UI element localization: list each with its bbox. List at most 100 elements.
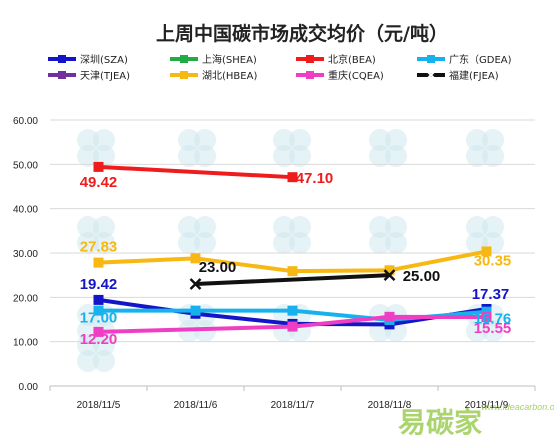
legend-label: 福建(FJEA) — [449, 69, 499, 82]
watermark-dot — [178, 216, 200, 238]
watermark-dot — [273, 232, 295, 254]
watermark-logo — [178, 129, 216, 167]
watermark-logo — [466, 129, 504, 167]
data-point — [481, 306, 492, 317]
data-point — [287, 172, 298, 183]
watermark-dot — [194, 216, 216, 238]
legend-entry: 上海(SHEA) — [170, 53, 257, 66]
watermark-dot — [178, 232, 200, 254]
watermark-brand: 易碳家 — [398, 406, 482, 439]
series-6 — [93, 311, 492, 337]
watermark-dot — [369, 216, 391, 238]
data-label: 47.10 — [296, 170, 334, 187]
watermark-dot — [178, 129, 200, 151]
watermark-dot — [289, 216, 311, 238]
data-point — [190, 253, 201, 264]
legend-entry: 福建(FJEA) — [417, 69, 499, 82]
watermark-dot — [194, 232, 216, 254]
watermark-url: www.ideacarbon.org — [481, 402, 554, 412]
data-point — [383, 269, 396, 282]
watermark-dot — [482, 216, 504, 238]
legend-label: 天津(TJEA) — [80, 70, 130, 82]
watermark-dot — [466, 145, 488, 167]
data-point — [481, 246, 492, 257]
data-point — [287, 305, 298, 316]
x-tick-label: 2018/11/5 — [77, 400, 121, 411]
x-tick-label: 2018/11/7 — [271, 400, 315, 411]
data-label: 25.00 — [403, 268, 441, 285]
watermark-dot — [93, 216, 115, 238]
legend-entry: 北京(BEA) — [296, 53, 376, 66]
legend-label: 上海(SHEA) — [202, 53, 257, 66]
data-label: 23.00 — [199, 259, 237, 276]
legend: 深圳(SZA) 上海(SHEA) 北京(BEA) 广东（GDEA) 天津(TJEA) 湖北… — [48, 53, 512, 82]
legend-label: 重庆(CQEA) — [328, 69, 384, 82]
watermark-dot — [77, 129, 99, 151]
watermark-logo — [178, 216, 216, 254]
watermark-logo — [273, 129, 311, 167]
data-point — [93, 326, 104, 337]
watermark-dot — [77, 216, 99, 238]
data-point — [93, 257, 104, 268]
watermark-dot — [273, 216, 295, 238]
watermark-dot — [466, 129, 488, 151]
legend-entry: 湖北(HBEA) — [170, 70, 257, 82]
data-label: 17.00 — [80, 310, 118, 327]
series-2 — [93, 161, 298, 183]
x-tick-label: 2018/11/8 — [368, 400, 412, 411]
watermark-dot — [93, 232, 115, 254]
watermark-dot — [369, 129, 391, 151]
watermark-dot — [77, 350, 99, 372]
series-line — [195, 273, 390, 287]
data-label: 16.76 — [474, 311, 512, 328]
y-tick-label: 60.00 — [13, 116, 38, 127]
watermark-dot — [77, 232, 99, 254]
watermark-dot — [466, 320, 488, 342]
watermark-dot — [385, 232, 407, 254]
watermark-dot — [194, 145, 216, 167]
watermark-dot — [289, 145, 311, 167]
data-point — [189, 278, 202, 290]
y-tick-label: 10.00 — [13, 338, 38, 349]
watermark-dot — [273, 145, 295, 167]
watermark-logo — [369, 129, 407, 167]
watermark-dot — [194, 320, 216, 342]
legend-label: 湖北(HBEA) — [202, 70, 257, 82]
legend-marker — [180, 71, 188, 79]
legend-entry: 广东（GDEA) — [417, 53, 512, 66]
watermark-dot — [93, 129, 115, 151]
watermark-dot — [385, 145, 407, 167]
data-point — [287, 321, 298, 332]
y-tick-label: 20.00 — [13, 293, 38, 304]
watermark-logo — [273, 216, 311, 254]
watermark-dot — [482, 129, 504, 151]
x-tick-label: 2018/11/6 — [174, 400, 218, 411]
legend-entry: 天津(TJEA) — [48, 70, 130, 82]
data-point — [384, 265, 395, 276]
legend-marker — [426, 70, 436, 80]
watermark-dot — [369, 145, 391, 167]
data-point — [93, 161, 104, 172]
y-tick-label: 40.00 — [13, 205, 38, 216]
watermark-dot — [77, 145, 99, 167]
watermark-dot — [178, 145, 200, 167]
data-label: 15.55 — [474, 320, 512, 337]
legend-marker — [306, 71, 314, 79]
data-label: 30.35 — [474, 252, 512, 269]
watermark-dot — [93, 334, 115, 356]
watermark-logo — [369, 216, 407, 254]
watermark-dot — [289, 129, 311, 151]
legend-entry: 重庆(CQEA) — [296, 69, 384, 82]
legend-marker — [180, 55, 188, 63]
data-point — [93, 305, 104, 316]
watermark-dot — [93, 145, 115, 167]
series-7 — [189, 269, 396, 290]
legend-marker — [58, 55, 66, 63]
data-point — [93, 294, 104, 305]
watermark-logo — [77, 334, 115, 372]
series-line — [98, 164, 293, 180]
series-5 — [93, 246, 492, 277]
data-label: 27.83 — [80, 239, 118, 256]
axes: 0.00 10.00 20.00 30.00 40.00 50.00 60.00 2018/1… — [13, 116, 536, 411]
